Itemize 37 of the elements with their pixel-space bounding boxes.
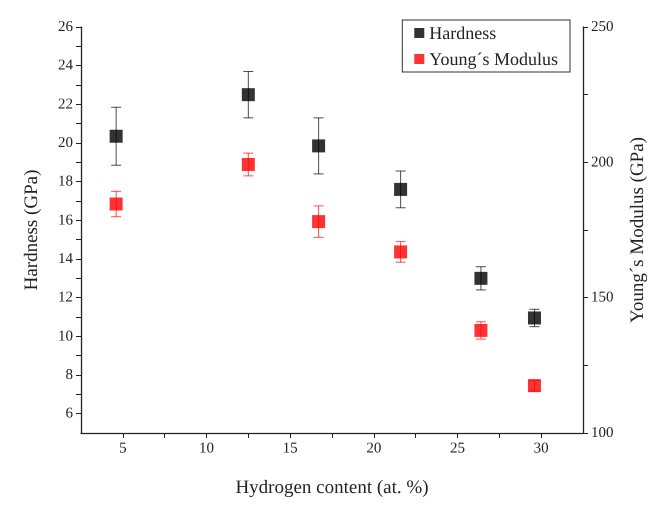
legend-label: Young´s Modulus	[429, 49, 558, 69]
point	[394, 182, 408, 196]
point	[242, 158, 255, 171]
point	[528, 311, 541, 324]
y2-tick-label: 100	[591, 425, 614, 441]
x-tick-label: 15	[282, 440, 298, 456]
point	[110, 198, 123, 211]
point	[394, 245, 408, 258]
y2-axis-title: Young´s Modulus (GPa)	[627, 137, 648, 323]
x-tick-label: 20	[366, 440, 382, 456]
point	[474, 324, 488, 337]
y-tick-label: 18	[58, 174, 73, 190]
x-tick-label: 5	[119, 440, 127, 456]
point	[242, 88, 255, 102]
point	[474, 272, 488, 285]
x-tick-label: 30	[534, 440, 549, 456]
y-tick-label: 26	[58, 19, 74, 35]
point	[312, 139, 326, 152]
y-tick-label: 6	[66, 406, 74, 422]
y-axis-title: Hardness (GPa)	[21, 170, 42, 290]
x-tick-label: 10	[199, 440, 214, 456]
y-tick-label: 22	[58, 96, 73, 112]
y-tick-label: 10	[58, 328, 73, 344]
y2-tick-label: 250	[591, 19, 614, 35]
y-tick-label: 12	[58, 290, 73, 306]
y-tick-label: 24	[58, 58, 74, 74]
y2-tick-label: 150	[591, 290, 614, 306]
y2-tick-label: 200	[591, 154, 614, 170]
x-tick-label: 25	[450, 440, 465, 456]
x-axis-title: Hydrogen content (at. %)	[235, 477, 429, 498]
y-tick-label: 20	[58, 135, 73, 151]
legend-label: Hardness	[429, 23, 496, 43]
point	[110, 130, 123, 143]
y-tick-label: 16	[58, 212, 74, 228]
point	[312, 215, 326, 228]
y-tick-label: 14	[58, 251, 74, 267]
y-tick-label: 8	[66, 367, 73, 383]
